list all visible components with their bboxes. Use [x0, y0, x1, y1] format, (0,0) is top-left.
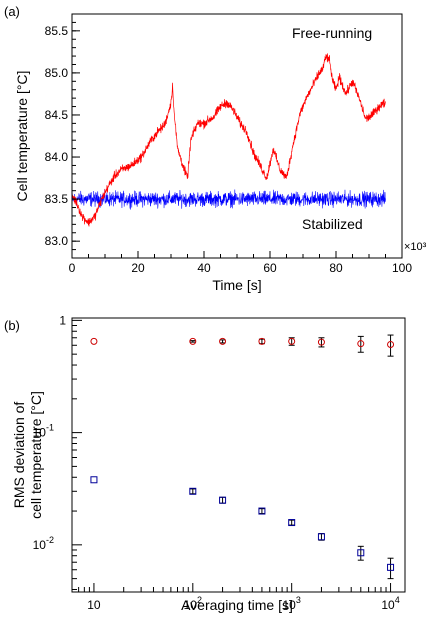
panel-b-y-axis-label: RMS deviation of cell temperature [°C]	[11, 391, 44, 519]
data-point-free-running	[317, 338, 325, 346]
data-point-free-running	[387, 340, 395, 348]
panel-a-x-axis-label: Time [s]	[212, 277, 261, 293]
y-tick-label: 83.5	[45, 192, 69, 206]
data-point-free-running	[288, 337, 296, 345]
panel-b-x-axis-label: Averaging time [s]	[181, 597, 293, 613]
panel-a-y-axis-label: Cell temperature [°C]	[14, 71, 30, 202]
y-tick-label: 84.0	[45, 150, 69, 164]
panel-a: (a) 0 20 40 60 80 100 83.0 83.5 84.0 84.5 85.0 85.5…	[4, 4, 427, 293]
x-tick-label: 20	[131, 261, 145, 275]
panel-a-series-layer	[71, 53, 386, 227]
panel-a-ticks: 0 20 40 60 80 100 83.0 83.5 84.0 84.5 85.0 85.5	[45, 13, 412, 275]
panel-b-series-layer	[90, 334, 395, 580]
data-point-stabilized	[90, 476, 98, 484]
y-tick-label: 85.5	[45, 24, 69, 38]
x-tick-label: 104	[381, 595, 399, 612]
data-point-stabilized	[357, 549, 365, 557]
panel-b-y-axis-label-line-1: RMS deviation of	[11, 402, 27, 509]
x-tick-label: 10	[87, 598, 101, 612]
series-line-free-running	[71, 53, 386, 227]
x-tick-label: 40	[197, 261, 211, 275]
data-point-stabilized	[258, 507, 266, 515]
y-tick-label: 84.5	[45, 108, 69, 122]
data-point-free-running	[219, 337, 227, 345]
panel-a-label: (a)	[4, 4, 20, 19]
data-point-stabilized	[219, 496, 227, 504]
y-tick-label: 85.0	[45, 66, 69, 80]
data-point-free-running	[357, 340, 365, 348]
panel-a-x-multiplier: ×10³	[404, 241, 427, 253]
data-point-stabilized	[288, 519, 296, 527]
x-tick-label: 100	[392, 261, 412, 275]
panel-a-series-label-free-running: Free-running	[292, 25, 372, 41]
y-tick-label: 10-2	[33, 535, 54, 552]
y-tick-label: 10-1	[33, 423, 54, 440]
panel-b-ticks: 10 102 103 104 1 10-1 10-2	[33, 313, 400, 612]
data-point-free-running	[258, 337, 266, 345]
x-tick-label: 80	[329, 261, 343, 275]
x-tick-label: 102	[184, 595, 202, 612]
data-point-stabilized	[189, 487, 197, 495]
y-tick-label: 1	[59, 313, 66, 327]
data-point-stabilized	[317, 533, 325, 541]
panel-b-y-axis-label-line-2: cell temperature [°C]	[28, 391, 44, 519]
x-tick-label: 103	[282, 595, 300, 612]
panel-b-label: (b)	[4, 318, 20, 333]
x-tick-label: 0	[69, 261, 76, 275]
x-tick-label: 60	[263, 261, 277, 275]
data-point-stabilized	[387, 563, 395, 571]
data-point-free-running	[189, 337, 197, 345]
panel-b-frame	[71, 317, 406, 593]
y-tick-label: 83.0	[45, 234, 69, 248]
panel-a-series-label-stabilized: Stabilized	[302, 216, 363, 232]
data-point-free-running	[90, 337, 98, 345]
panel-b: (b) 10 102 103 104 1 10-1 10-2 Averaging time …	[4, 313, 406, 613]
series-line-stabilized	[71, 189, 386, 210]
